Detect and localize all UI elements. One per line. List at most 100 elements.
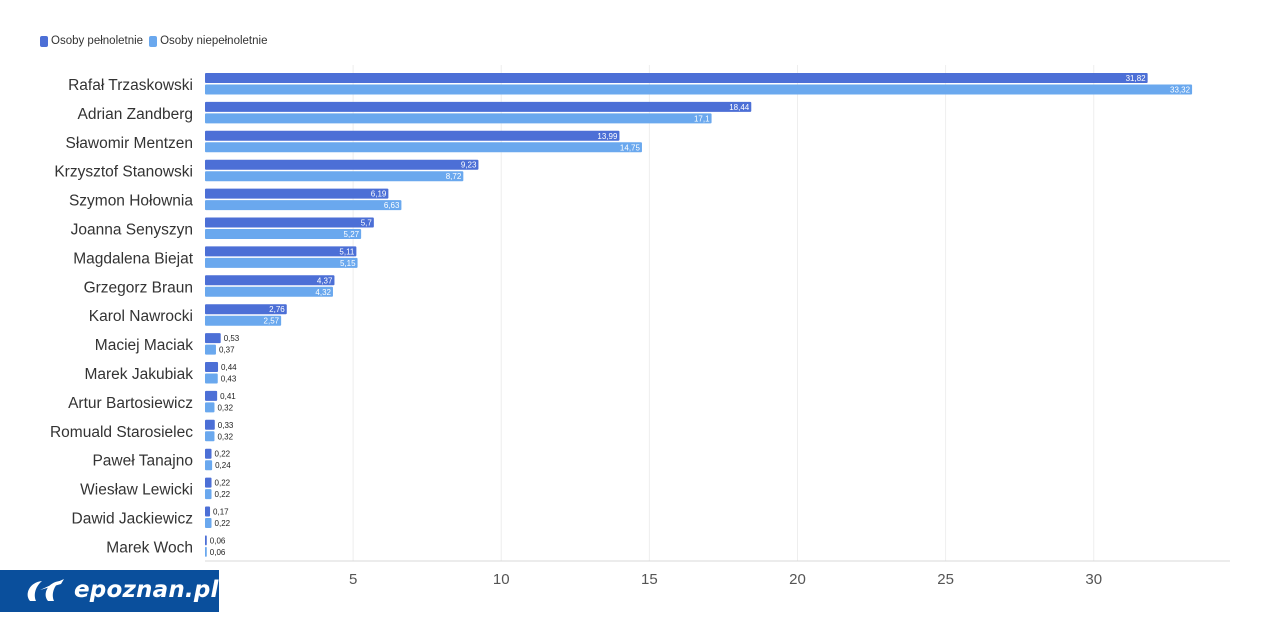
bar — [205, 344, 216, 355]
epoznan-logo[interactable]: epoznan.pl — [0, 570, 219, 612]
bar — [205, 373, 218, 384]
data-label: 18,44 — [729, 103, 750, 112]
bar — [205, 333, 221, 344]
category-label: Szymon Hołownia — [69, 193, 193, 210]
bar — [205, 546, 207, 557]
bar — [205, 286, 333, 297]
bar — [205, 188, 389, 199]
data-label: 5,7 — [361, 219, 373, 228]
category-label: Krzysztof Stanowski — [54, 164, 193, 181]
legend-item-minors[interactable]: Osoby niepełnoletnie — [149, 35, 267, 47]
data-label: 17,1 — [694, 114, 710, 123]
bar — [205, 246, 357, 257]
data-label: 2,57 — [264, 317, 280, 326]
data-label: 0,32 — [217, 432, 233, 441]
bar — [205, 159, 479, 170]
category-label: Rafał Trzaskowski — [68, 77, 193, 94]
data-label: 5,11 — [339, 247, 355, 256]
x-tick-label: 20 — [789, 571, 806, 588]
data-label: 0,22 — [215, 450, 231, 459]
legend-label-adults: Osoby pełnoletnie — [51, 35, 144, 47]
x-tick-label: 30 — [1085, 571, 1102, 588]
category-label: Romuald Starosielec — [50, 424, 193, 441]
legend-swatch-adults — [40, 35, 48, 47]
category-label: Paweł Tanajno — [92, 453, 193, 470]
x-tick-label: 25 — [937, 571, 954, 588]
bar — [205, 142, 642, 153]
data-label: 2,76 — [269, 305, 285, 314]
bar — [205, 217, 374, 228]
bar — [205, 101, 752, 112]
category-label: Wiesław Lewicki — [80, 482, 193, 499]
data-label: 4,37 — [317, 276, 333, 285]
data-label: 4,32 — [315, 288, 331, 297]
x-tick-label: 15 — [641, 571, 658, 588]
legend-label-minors: Osoby niepełnoletnie — [160, 35, 268, 47]
bar — [205, 304, 287, 315]
bar — [205, 229, 362, 239]
bar — [205, 431, 215, 442]
bar — [205, 402, 215, 413]
data-label: 6,63 — [384, 201, 400, 210]
x-tick-label: 10 — [493, 571, 510, 588]
bar — [205, 315, 282, 326]
data-label: 31,82 — [1126, 74, 1147, 83]
data-label: 0,33 — [218, 421, 234, 430]
category-label: Artur Bartosiewicz — [68, 395, 193, 412]
data-label: 0,43 — [221, 375, 237, 384]
x-tick-label: 5 — [349, 571, 357, 588]
bar — [205, 448, 212, 459]
data-label: 14,75 — [620, 143, 641, 152]
data-label: 0,22 — [215, 490, 231, 499]
bar — [205, 113, 712, 124]
category-label: Adrian Zandberg — [78, 106, 193, 123]
data-label: 13,99 — [597, 132, 618, 141]
data-label: 0,06 — [210, 548, 226, 557]
epoznan-logo-mark-icon — [27, 579, 64, 601]
category-label: Maciej Maciak — [95, 337, 193, 354]
category-label: Karol Nawrocki — [89, 308, 193, 325]
category-label: Dawid Jackiewicz — [72, 511, 193, 528]
data-label: 9,23 — [461, 161, 477, 170]
category-label: Marek Woch — [106, 539, 193, 556]
category-label: Joanna Senyszyn — [71, 222, 193, 239]
category-label: Marek Jakubiak — [84, 366, 193, 383]
data-label: 0,41 — [220, 392, 236, 401]
data-label: 0,22 — [215, 519, 231, 528]
bar — [205, 489, 212, 500]
data-label: 0,37 — [219, 346, 235, 355]
data-label: 5,27 — [344, 230, 360, 239]
data-label: 0,17 — [213, 508, 229, 517]
category-label: Grzegorz Braun — [84, 279, 193, 296]
bar — [205, 460, 213, 471]
bar — [205, 506, 211, 517]
bar — [205, 535, 207, 546]
data-label: 5,15 — [340, 259, 356, 268]
data-label: 33,32 — [1170, 86, 1191, 95]
bar — [205, 362, 219, 372]
data-label: 0,24 — [215, 461, 231, 470]
data-label: 0,32 — [217, 403, 233, 412]
data-label: 0,06 — [210, 536, 226, 545]
bar — [205, 84, 1193, 95]
data-label: 6,19 — [371, 190, 387, 199]
legend-item-adults[interactable]: Osoby pełnoletnie — [40, 35, 143, 47]
category-label: Sławomir Mentzen — [66, 135, 194, 152]
data-label: 0,22 — [215, 479, 231, 488]
epoznan-logo-text: epoznan.pl — [74, 577, 219, 603]
bar — [205, 275, 335, 286]
bar — [205, 257, 358, 268]
bar — [205, 200, 402, 211]
bar — [205, 518, 212, 528]
bar — [205, 130, 620, 141]
data-label: 8,72 — [446, 172, 462, 181]
data-label: 0,44 — [221, 363, 237, 372]
chart-legend: Osoby pełnoletnie Osoby niepełnoletnie — [40, 35, 267, 47]
legend-swatch-minors — [149, 35, 158, 47]
bar — [205, 171, 464, 182]
category-label: Magdalena Biejat — [73, 250, 193, 267]
bar — [205, 390, 218, 401]
bar — [205, 477, 212, 488]
data-label: 0,53 — [224, 334, 240, 343]
